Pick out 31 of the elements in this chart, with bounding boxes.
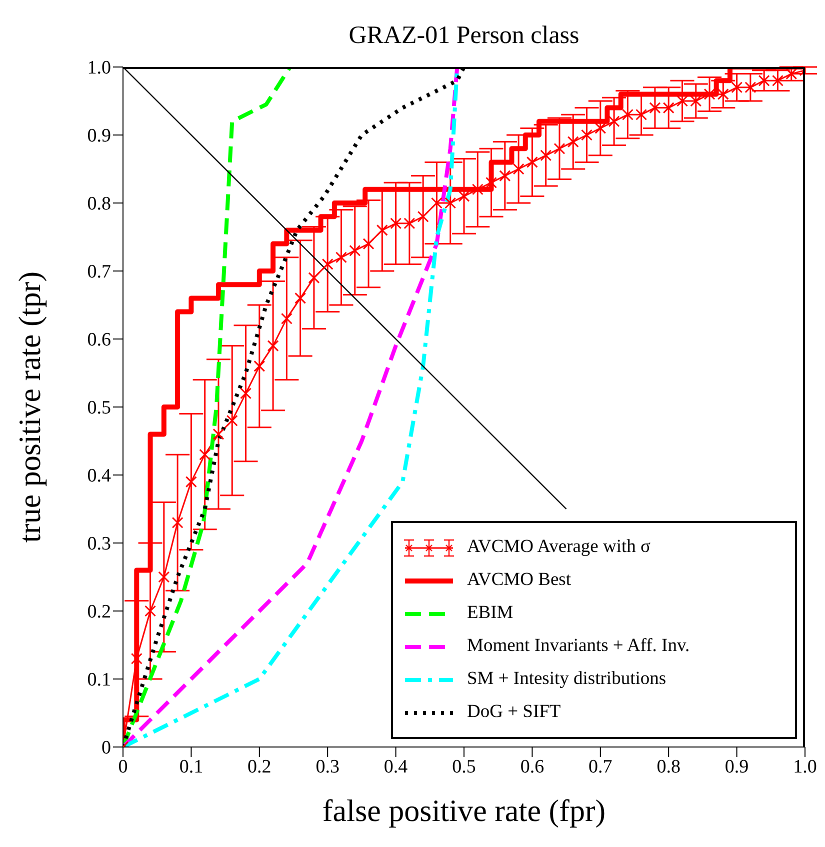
x-tick-label: 0.6: [520, 756, 544, 778]
x-tick-label: 0: [118, 756, 128, 778]
x-tick-label: 0.5: [452, 756, 476, 778]
legend-label: DoG + SIFT: [467, 702, 561, 723]
x-tick-label: 0.1: [179, 756, 204, 778]
legend-label: Moment Invariants + Aff. Inv.: [467, 636, 690, 657]
y-tick-label: 0.9: [87, 126, 111, 147]
legend-label: SM + Intesity distributions: [467, 669, 666, 690]
x-tick-label: 0.2: [248, 756, 272, 778]
y-axis-title: true positive rate (tpr): [12, 271, 48, 543]
y-tick-label: 0.3: [87, 534, 111, 555]
y-tick-label: 0.1: [87, 670, 111, 691]
x-tick-label: 0.4: [384, 756, 408, 778]
chart-title: GRAZ-01 Person class: [348, 22, 580, 50]
y-tick-label: 0.5: [87, 398, 111, 419]
y-tick-label: 0.8: [87, 194, 111, 215]
legend-label: EBIM: [467, 603, 514, 624]
x-tick-label: 0.3: [316, 756, 340, 778]
y-tick-label: 0.6: [87, 330, 111, 351]
x-axis-title: false positive rate (fpr): [321, 793, 607, 829]
x-tick-label: 0.7: [588, 756, 612, 778]
y-tick-label: 0.4: [87, 466, 112, 487]
y-tick-label: 0.7: [87, 262, 111, 283]
legend-label: AVCMO Average with σ: [467, 537, 650, 558]
y-tick-label: 1.0: [87, 58, 111, 79]
x-tick-label: 0.9: [724, 756, 749, 778]
y-tick-label: 0: [102, 738, 111, 759]
x-tick-label: 1.0: [793, 756, 817, 778]
legend-label: AVCMO Best: [467, 570, 571, 591]
y-tick-label: 0.2: [87, 602, 111, 623]
x-tick-label: 0.8: [656, 756, 680, 778]
